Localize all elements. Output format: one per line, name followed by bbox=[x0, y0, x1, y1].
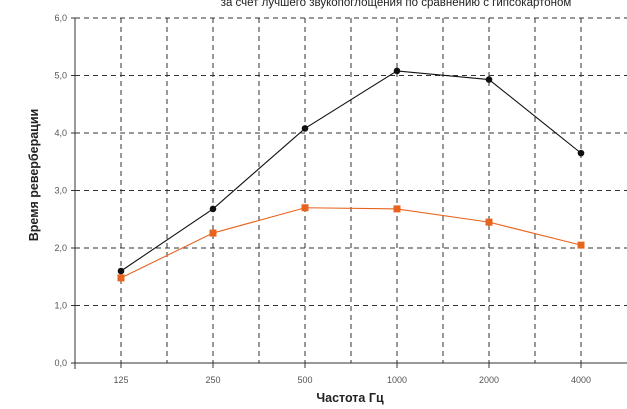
series-1 bbox=[117, 67, 585, 275]
data-point-circle bbox=[577, 149, 585, 157]
series-1-line bbox=[120, 70, 582, 272]
data-point-square bbox=[393, 205, 401, 213]
x-tick-label: 125 bbox=[113, 375, 128, 385]
y-tick-label: 1,0 bbox=[54, 301, 67, 311]
data-point-square bbox=[209, 229, 217, 237]
data-point-circle bbox=[209, 205, 217, 213]
data-point-circle bbox=[301, 125, 309, 132]
data-point-square bbox=[577, 241, 585, 249]
y-tick-label: 4,0 bbox=[54, 128, 67, 138]
chart-title: за счет лучшего звукопоглощения по сравн… bbox=[221, 0, 572, 9]
y-tick-label: 2,0 bbox=[54, 243, 67, 253]
x-tick-label: 1000 bbox=[387, 375, 407, 385]
axes bbox=[71, 17, 627, 369]
data-point-square bbox=[485, 218, 493, 226]
x-tick-label: 250 bbox=[205, 375, 220, 385]
data-point-square bbox=[301, 204, 309, 212]
tick-labels: 0,0 1,0 2,0 3,0 4,0 5,0 6,0 125 250 500 1000 2000 40… bbox=[54, 13, 591, 385]
data-point-circle bbox=[117, 267, 125, 275]
y-tick-label: 6,0 bbox=[54, 13, 67, 23]
y-tick-label: 5,0 bbox=[54, 71, 67, 81]
series-2-line bbox=[120, 207, 582, 279]
x-axis-title: Частота Гц bbox=[316, 391, 384, 405]
data-point-circle bbox=[393, 67, 401, 75]
data-point-circle bbox=[485, 76, 493, 83]
x-tick-label: 500 bbox=[297, 375, 312, 385]
series-2 bbox=[117, 204, 585, 282]
y-tick-label: 0,0 bbox=[54, 358, 67, 368]
grid-lines bbox=[75, 17, 627, 363]
data-point-square bbox=[117, 274, 125, 282]
y-axis-title: Время реверберации bbox=[27, 109, 41, 241]
x-tick-label: 2000 bbox=[479, 375, 499, 385]
x-tick-label: 4000 bbox=[571, 375, 591, 385]
series-layer bbox=[117, 67, 585, 282]
y-tick-label: 3,0 bbox=[54, 186, 67, 196]
